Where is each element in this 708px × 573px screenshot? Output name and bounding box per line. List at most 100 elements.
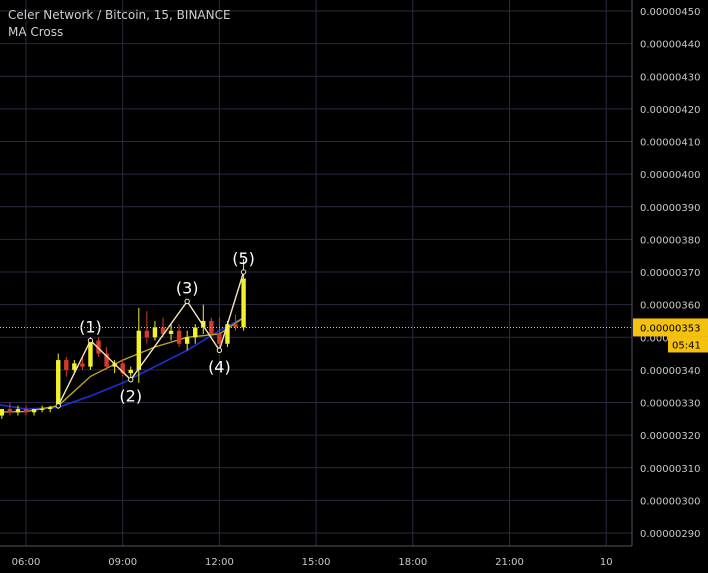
price-tick-label: 0.00000380	[640, 235, 700, 246]
price-tick-label: 0.00000440	[640, 40, 700, 51]
candle-body	[209, 320, 214, 334]
candle	[47, 405, 53, 413]
candle-body	[217, 333, 222, 344]
price-tag-box	[633, 318, 708, 337]
candle	[64, 356, 69, 377]
time-tick-label: 15:00	[302, 557, 331, 568]
price-tick-label: 0.00000370	[640, 268, 700, 279]
ma-slow-line	[0, 316, 244, 410]
candle-body	[47, 407, 53, 410]
time-tick-label: 10	[600, 557, 613, 568]
price-tick-label: 0.00000330	[640, 399, 700, 410]
price-tick-label: 0.00000300	[640, 496, 700, 507]
candle-body	[31, 409, 37, 413]
candle-body	[80, 363, 85, 367]
price-tick-label: 0.00000310	[640, 464, 700, 475]
time-tick-label: 06:00	[12, 557, 41, 568]
candle-body	[7, 409, 13, 413]
price-tick-label: 0.00000320	[640, 431, 700, 442]
candle-body	[225, 324, 230, 344]
candle	[209, 317, 214, 338]
candle-body	[176, 330, 182, 344]
candle	[0, 409, 5, 419]
current-price-tag: 0.00000353 05:41	[633, 318, 708, 353]
price-tick-label: 0.00000390	[640, 203, 700, 214]
price-tick-label: 0.00000420	[640, 105, 700, 116]
candle-body	[168, 330, 174, 334]
price-tick-label: 0.00000400	[640, 170, 700, 181]
countdown-label: 05:41	[672, 340, 701, 351]
candle	[39, 405, 45, 413]
candle-body	[184, 337, 190, 344]
candle-body	[120, 363, 125, 374]
candle	[152, 320, 158, 341]
time-tick-label: 12:00	[205, 557, 234, 568]
candle-body	[144, 330, 150, 338]
wave-point	[128, 376, 134, 383]
candle	[168, 324, 174, 341]
wave-path	[57, 271, 245, 407]
price-tick-label: 0.00000290	[640, 529, 700, 540]
price-tick-label: 0.00000360	[640, 301, 700, 312]
indicator-label: MA Cross	[8, 25, 64, 39]
time-tick-label: 09:00	[108, 557, 137, 568]
wave-point	[184, 298, 190, 305]
candle	[176, 324, 182, 348]
candle	[23, 405, 29, 416]
candle-body	[233, 324, 238, 328]
price-tick-label: 0.00000450	[640, 7, 700, 18]
candle	[31, 409, 37, 416]
wave-point	[216, 347, 223, 353]
candle-body	[152, 327, 158, 338]
time-tick-label: 18:00	[398, 557, 427, 568]
candle	[184, 330, 190, 351]
candle	[217, 317, 222, 351]
candle	[201, 304, 206, 334]
candle-body	[64, 360, 69, 370]
candle-body	[160, 327, 166, 334]
candle	[56, 353, 61, 410]
price-tick-label: 0.00000340	[640, 366, 700, 377]
wave-point	[87, 337, 94, 344]
wave-label: (3)	[176, 278, 199, 297]
price-tick-label: 0.00000410	[640, 138, 700, 149]
candle	[7, 402, 13, 416]
candle	[233, 314, 238, 331]
wave-label: (2)	[119, 387, 142, 406]
candle	[80, 356, 85, 370]
time-axis[interactable]: 06:00 09:00 12:00 15:00 18:00 21:00 10	[12, 557, 613, 568]
candle-body	[56, 360, 61, 406]
wave-point	[240, 269, 247, 275]
candle-body	[15, 409, 21, 413]
candle	[136, 307, 142, 383]
candle	[104, 347, 109, 370]
price-axis[interactable]: 0.00000290 0.00000300 0.00000310 0.00000320…	[640, 7, 700, 540]
candle-body	[0, 409, 5, 416]
countdown-box	[668, 336, 708, 353]
candle	[15, 405, 21, 416]
candle	[96, 337, 101, 357]
candle-body	[23, 409, 29, 413]
candle-body	[72, 363, 77, 370]
grid-lines	[0, 0, 632, 546]
wave-point	[55, 403, 61, 409]
time-tick-label: 21:00	[495, 557, 524, 568]
candle-body	[201, 320, 206, 328]
candle-body	[96, 340, 101, 354]
candle-body	[193, 327, 198, 338]
price-tag-value: 0.00000353	[640, 323, 700, 334]
candle-body	[136, 330, 142, 370]
candle	[72, 360, 77, 374]
candle-body	[104, 353, 109, 367]
candle-body	[112, 363, 117, 367]
candle	[120, 360, 125, 377]
candle-body	[39, 409, 45, 411]
candle-body	[128, 369, 133, 374]
candle-body	[88, 340, 93, 367]
candle-body	[241, 278, 246, 328]
candle	[112, 360, 117, 374]
wave-label: (5)	[232, 249, 255, 268]
